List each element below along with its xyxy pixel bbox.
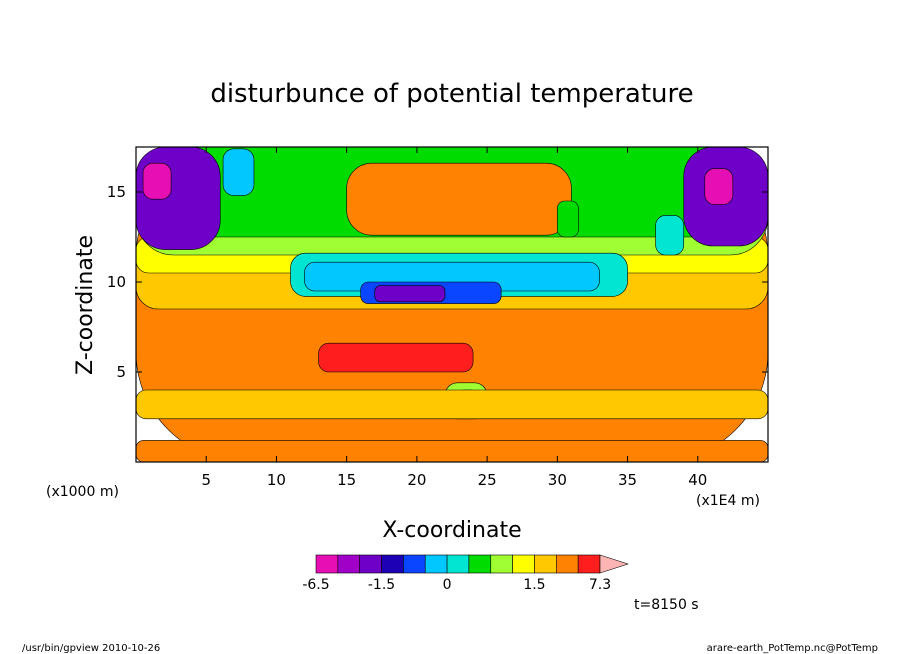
colorbar-segment	[337, 554, 360, 574]
time-label: t=8150 s	[634, 597, 699, 613]
contour-region	[374, 285, 446, 303]
x-unit-left: (x1000 m)	[46, 484, 119, 500]
colorbar-segment	[446, 554, 470, 574]
contour-region	[222, 148, 255, 196]
footer-left: /usr/bin/gpview 2010-10-26	[22, 643, 160, 654]
colorbar-segment	[468, 554, 492, 574]
colorbar-segment	[381, 554, 404, 574]
x-tick-label: 15	[337, 471, 356, 489]
colorbar-segment	[424, 554, 448, 574]
footer-right: arare-earth_PotTemp.nc@PotTemp	[707, 643, 878, 654]
colorbar-segment	[315, 554, 339, 574]
colorbar-label: -6.5	[302, 577, 329, 593]
colorbar-segment	[490, 554, 513, 574]
contour-region	[346, 162, 572, 236]
colorbar-segment	[534, 554, 557, 574]
chart-title: disturbunce of potential temperature	[210, 79, 693, 109]
x-tick-label: 10	[267, 471, 286, 489]
y-tick-label: 5	[116, 363, 126, 381]
colorbar-extend-arrow	[599, 554, 629, 574]
x-tick-label: 35	[618, 471, 637, 489]
y-tick-label: 10	[107, 273, 126, 291]
x-tick-label: 30	[548, 471, 567, 489]
colorbar-label: 1.5	[523, 577, 545, 593]
contour-region	[135, 389, 769, 420]
x-tick-label: 40	[688, 471, 707, 489]
plot-area	[135, 146, 769, 463]
colorbar-segment	[512, 554, 535, 574]
contour-region	[142, 162, 172, 200]
colorbar-segment	[556, 554, 579, 574]
colorbar-segment	[403, 554, 426, 574]
y-axis-label: Z-coordinate	[73, 235, 98, 375]
contour-region	[655, 215, 685, 256]
x-tick-label: 20	[407, 471, 426, 489]
colorbar-segment	[577, 554, 601, 574]
x-axis-label: X-coordinate	[382, 518, 521, 543]
contour-region	[704, 168, 734, 205]
contour-region	[135, 440, 769, 463]
colorbar-segment	[359, 554, 382, 574]
x-unit-right: (x1E4 m)	[696, 493, 760, 509]
contour-region	[557, 200, 579, 238]
contour-region	[318, 342, 474, 373]
colorbar-label: 0	[443, 577, 452, 593]
colorbar-label: 7.3	[589, 577, 611, 593]
x-tick-label: 5	[201, 471, 211, 489]
x-tick-label: 25	[478, 471, 497, 489]
colorbar: -6.5 -1.5 0 1.5 7.3	[302, 554, 629, 593]
x-axis: 5 10 15 20 25 30 35 40	[201, 147, 707, 489]
y-axis: 5 10 15	[107, 183, 768, 381]
plot-frame	[135, 146, 769, 463]
colorbar-label: -1.5	[368, 577, 395, 593]
y-tick-label: 15	[107, 183, 126, 201]
